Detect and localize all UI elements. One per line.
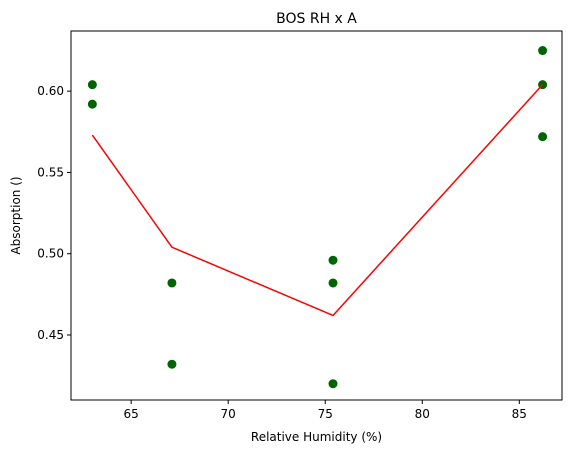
plot-area: [70, 30, 563, 401]
x-tick-label: 70: [221, 407, 236, 421]
data-point-4: [167, 359, 177, 369]
data-point-1: [87, 80, 97, 90]
y-tick-label: 0.45: [37, 328, 64, 342]
data-point-6: [328, 278, 338, 288]
plot-frame: [70, 30, 563, 401]
data-point-7: [328, 379, 338, 389]
x-tick-label: 85: [512, 407, 527, 421]
y-tick-label: 0.50: [37, 247, 64, 261]
x-axis-label: Relative Humidity (%): [251, 430, 382, 444]
data-point-5: [328, 255, 338, 265]
chart-title: BOS RH x A: [276, 11, 357, 27]
data-marks: [87, 46, 548, 389]
x-tick-label: 65: [124, 407, 139, 421]
x-tick-label: 75: [318, 407, 333, 421]
data-point-10: [538, 132, 548, 142]
y-axis-label: Absorption (): [9, 176, 23, 254]
plot-background: [71, 31, 562, 400]
fit-line: [91, 84, 544, 317]
data-point-3: [167, 278, 177, 288]
data-point-2: [87, 99, 97, 109]
x-tick-label: 80: [415, 407, 430, 421]
y-tick-label: 0.55: [37, 165, 64, 179]
x-axis: 65 70 75 80 85: [124, 400, 527, 421]
y-axis: 0.45 0.50 0.55 0.60: [37, 84, 71, 342]
y-tick-label: 0.60: [37, 84, 64, 98]
data-point-8: [538, 46, 548, 56]
